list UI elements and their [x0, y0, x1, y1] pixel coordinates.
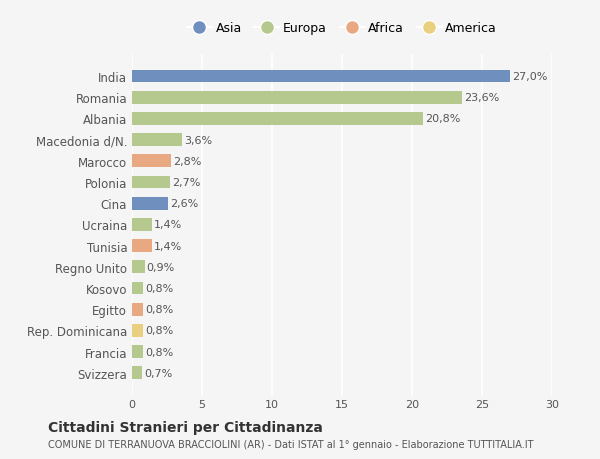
Bar	[132, 155, 171, 168]
Bar	[132, 367, 142, 379]
Text: Cittadini Stranieri per Cittadinanza: Cittadini Stranieri per Cittadinanza	[48, 420, 323, 435]
Text: COMUNE DI TERRANUOVA BRACCIOLINI (AR) - Dati ISTAT al 1° gennaio - Elaborazione : COMUNE DI TERRANUOVA BRACCIOLINI (AR) - …	[48, 440, 533, 449]
Text: 0,8%: 0,8%	[145, 326, 173, 336]
Bar	[132, 176, 170, 189]
Bar	[132, 282, 143, 295]
Text: 0,8%: 0,8%	[145, 347, 173, 357]
Text: 27,0%: 27,0%	[512, 72, 547, 82]
Bar	[132, 218, 152, 231]
Text: 0,9%: 0,9%	[146, 262, 175, 272]
Text: 1,4%: 1,4%	[154, 241, 182, 251]
Text: 2,8%: 2,8%	[173, 157, 202, 167]
Text: 20,8%: 20,8%	[425, 114, 461, 124]
Bar	[132, 134, 182, 147]
Text: 1,4%: 1,4%	[154, 220, 182, 230]
Text: 2,7%: 2,7%	[172, 178, 200, 188]
Text: 0,7%: 0,7%	[144, 368, 172, 378]
Text: 0,8%: 0,8%	[145, 304, 173, 314]
Bar	[132, 71, 510, 83]
Text: 23,6%: 23,6%	[464, 93, 500, 103]
Text: 0,8%: 0,8%	[145, 283, 173, 293]
Bar	[132, 92, 463, 104]
Bar	[132, 113, 423, 125]
Bar	[132, 303, 143, 316]
Bar	[132, 346, 143, 358]
Bar	[132, 325, 143, 337]
Bar	[132, 261, 145, 274]
Bar	[132, 197, 169, 210]
Text: 2,6%: 2,6%	[170, 199, 199, 209]
Bar	[132, 240, 152, 252]
Text: 3,6%: 3,6%	[185, 135, 212, 146]
Legend: Asia, Europa, Africa, America: Asia, Europa, Africa, America	[182, 17, 502, 40]
